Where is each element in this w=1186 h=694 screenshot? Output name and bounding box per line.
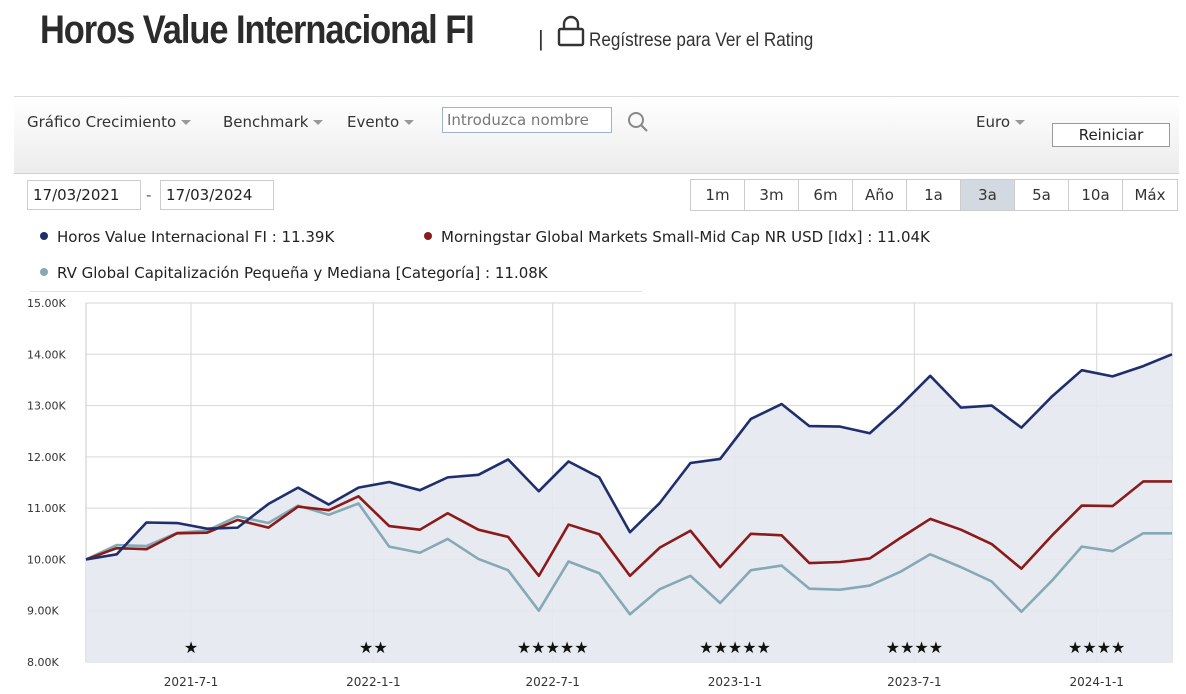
y-tick-label: 14.00K	[27, 348, 66, 361]
legend-dot-fund	[40, 232, 48, 240]
end-date-field[interactable]	[160, 180, 274, 210]
event-label: Evento	[347, 113, 400, 131]
period-5a[interactable]: 5a	[1015, 180, 1069, 210]
y-tick-label: 11.00K	[27, 502, 66, 515]
x-tick-label: 2023-1-1	[708, 675, 762, 689]
rating-stars: ★★	[359, 638, 388, 657]
register-rating-link[interactable]: Regístrese para Ver el Rating	[589, 30, 814, 51]
chevron-down-icon	[313, 120, 324, 125]
y-tick-label: 10.00K	[27, 553, 66, 566]
period-1a[interactable]: 1a	[907, 180, 961, 210]
x-tick-label: 2022-1-1	[346, 675, 400, 689]
chevron-down-icon	[1015, 120, 1025, 125]
search-input[interactable]	[442, 107, 612, 133]
period-3m[interactable]: 3m	[745, 180, 799, 210]
growth-chart-dropdown[interactable]: Gráfico Crecimiento	[27, 113, 192, 131]
x-tick-label: 2022-7-1	[525, 675, 579, 689]
rating-stars: ★	[184, 638, 198, 657]
benchmark-label: Benchmark	[223, 113, 309, 131]
rating-stars: ★★★★	[886, 638, 943, 657]
x-tick-label: 2024-1-1	[1069, 675, 1123, 689]
growth-chart-label: Gráfico Crecimiento	[27, 113, 177, 131]
lock-icon	[557, 15, 585, 47]
y-tick-label: 15.00K	[27, 297, 66, 310]
legend-label-index: Morningstar Global Markets Small-Mid Cap…	[441, 228, 930, 246]
currency-dropdown[interactable]: Euro	[976, 113, 1025, 131]
page-title: Horos Value Internacional FI	[40, 8, 475, 52]
period-selector: 1m 3m 6m Año 1a 3a 5a 10a Máx	[690, 179, 1178, 211]
y-tick-label: 13.00K	[27, 400, 66, 413]
y-tick-label: 12.00K	[27, 451, 66, 464]
y-tick-label: 8.00K	[27, 656, 59, 669]
currency-label: Euro	[976, 113, 1010, 131]
chevron-down-icon	[181, 120, 192, 125]
legend-divider	[30, 291, 642, 292]
event-dropdown[interactable]: Evento	[347, 113, 415, 131]
period-ytd[interactable]: Año	[853, 180, 907, 210]
period-3a[interactable]: 3a	[961, 180, 1015, 210]
legend-label-fund: Horos Value Internacional FI : 11.39K	[57, 228, 335, 246]
period-1m[interactable]: 1m	[691, 180, 745, 210]
rating-stars: ★★★★★	[699, 638, 771, 657]
legend-item-category[interactable]: RV Global Capitalización Pequeña y Media…	[40, 264, 548, 282]
title-separator: |	[538, 26, 544, 51]
period-10a[interactable]: 10a	[1069, 180, 1123, 210]
reset-button[interactable]: Reiniciar	[1052, 123, 1170, 147]
legend-item-index[interactable]: Morningstar Global Markets Small-Mid Cap…	[424, 228, 930, 246]
legend-label-category: RV Global Capitalización Pequeña y Media…	[57, 264, 548, 282]
fund-area-fill	[86, 354, 1172, 662]
rating-stars: ★★★★	[1068, 638, 1125, 657]
series-line-fund	[85, 353, 1173, 561]
chart-toolbar: Gráfico Crecimiento Benchmark Evento Eur…	[14, 96, 1179, 174]
date-range-separator: -	[146, 186, 152, 204]
legend-dot-index	[424, 232, 432, 240]
start-date-field[interactable]	[27, 180, 141, 210]
series-line-index	[85, 480, 1172, 578]
x-tick-label: 2021-7-1	[164, 675, 218, 689]
period-max[interactable]: Máx	[1134, 186, 1166, 204]
series-line-category	[85, 502, 1172, 616]
legend-item-fund[interactable]: Horos Value Internacional FI : 11.39K	[40, 228, 334, 246]
benchmark-dropdown[interactable]: Benchmark	[223, 113, 324, 131]
search-icon[interactable]	[626, 110, 650, 134]
period-6m[interactable]: 6m	[799, 180, 853, 210]
legend-dot-category	[40, 268, 48, 276]
x-tick-label: 2023-7-1	[887, 675, 941, 689]
chevron-down-icon	[404, 120, 415, 125]
rating-stars: ★★★★★	[517, 638, 589, 657]
title-bar: Horos Value Internacional FI | Regístres…	[0, 0, 1186, 78]
y-tick-label: 9.00K	[27, 605, 59, 618]
